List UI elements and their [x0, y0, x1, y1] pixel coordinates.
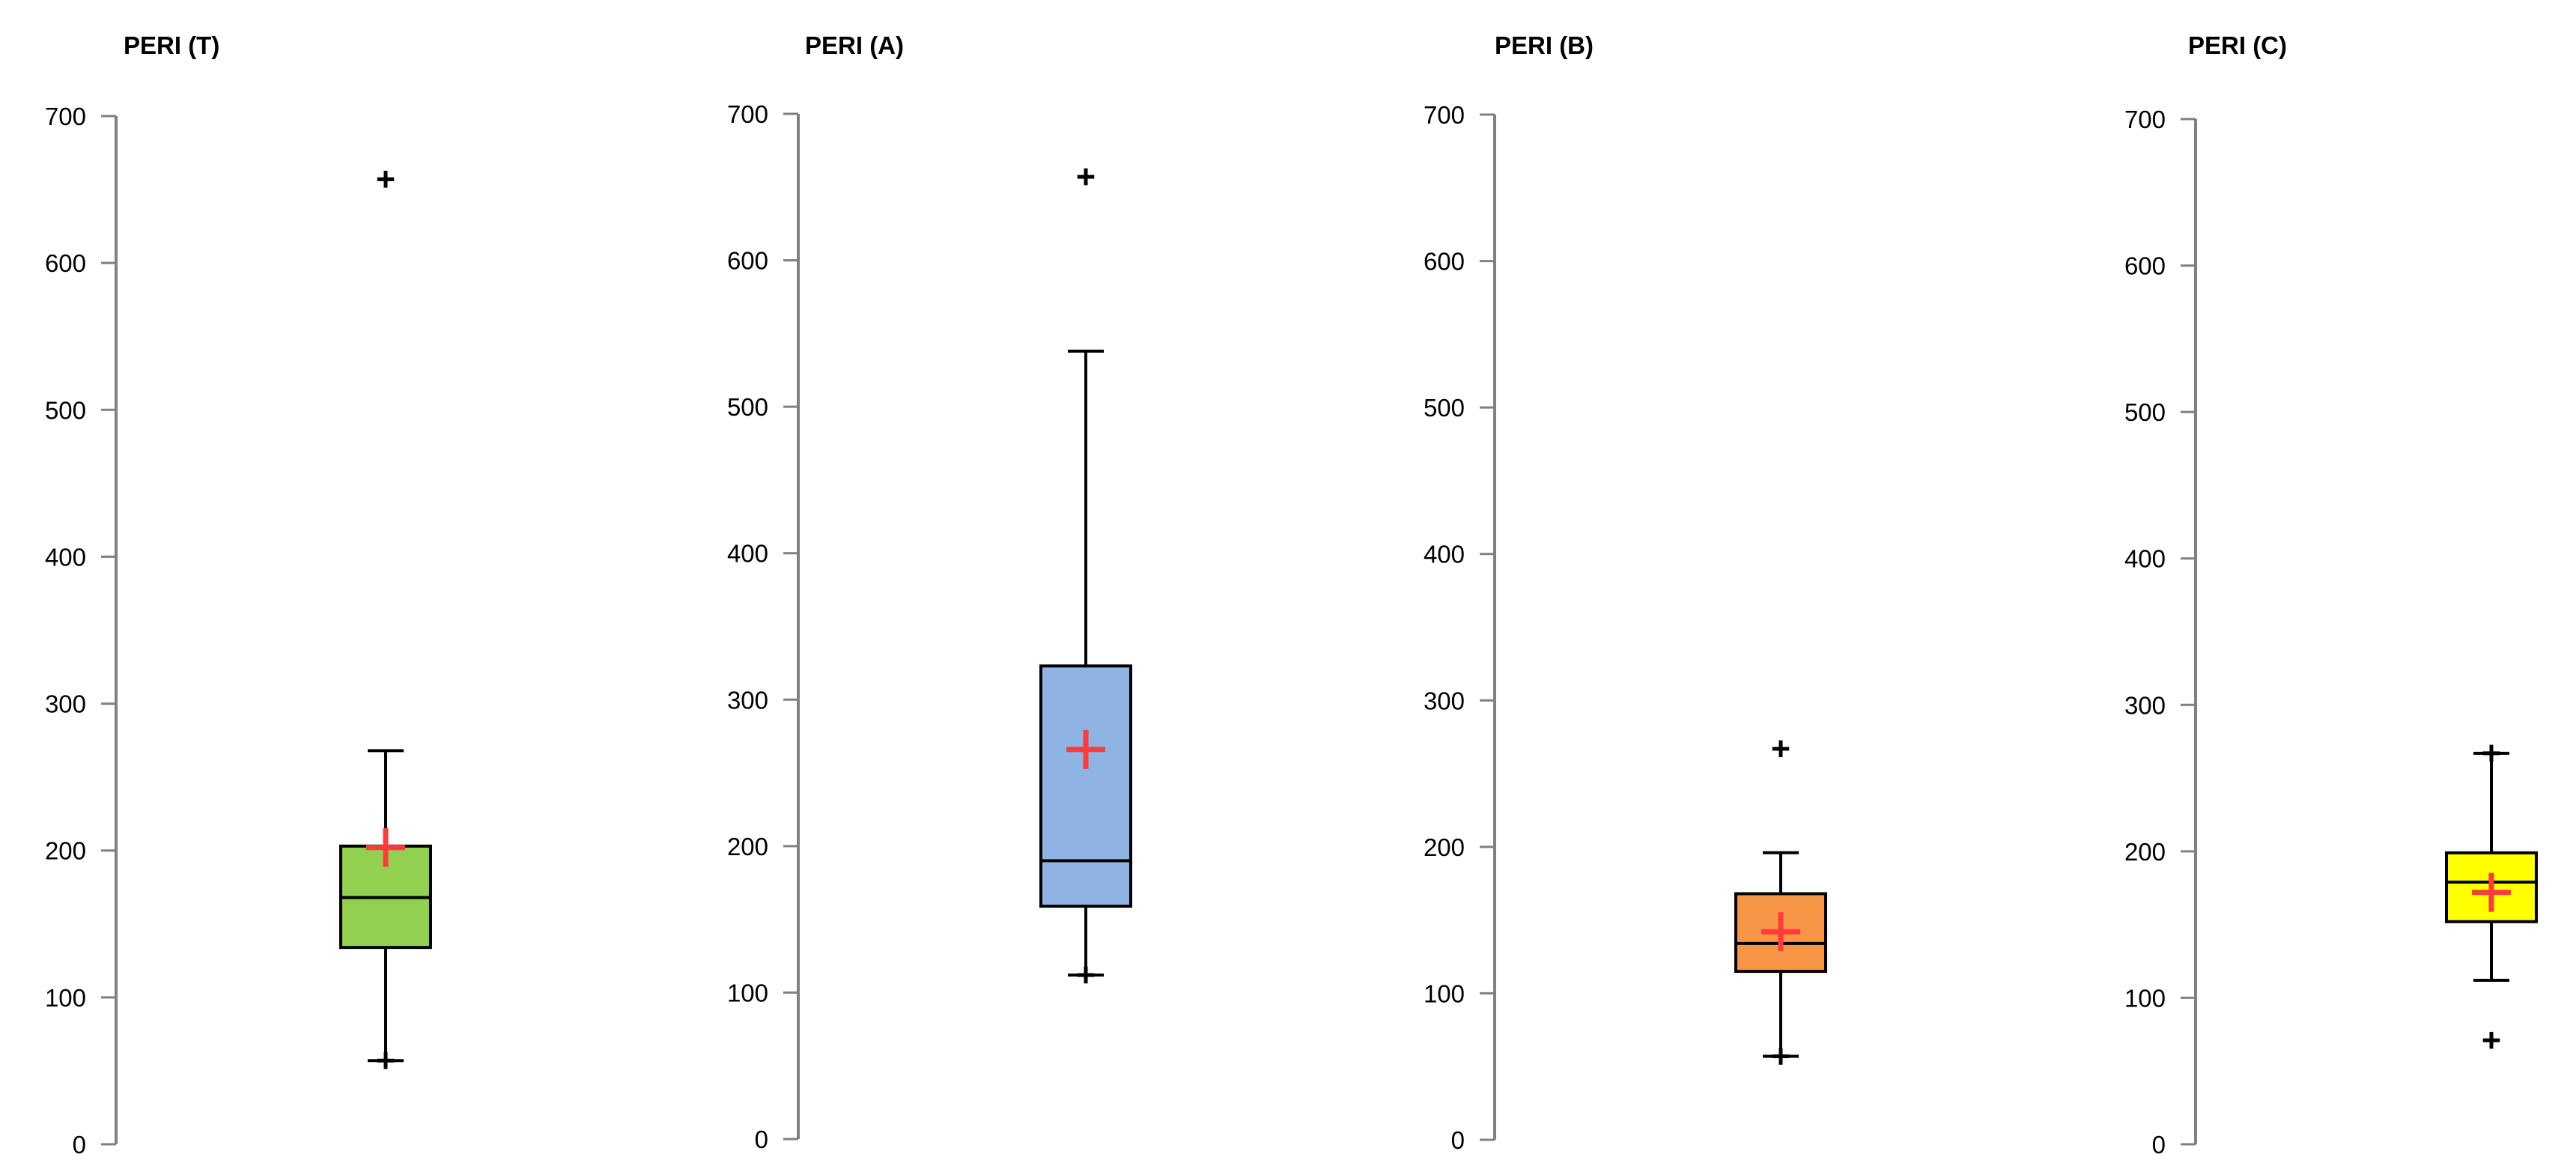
- chart-title: PERI (A): [805, 31, 904, 59]
- outlier-marker: [377, 171, 395, 188]
- outlier-marker: [1077, 966, 1095, 984]
- y-tick-label: 600: [45, 249, 86, 277]
- y-tick-label: 700: [727, 100, 768, 128]
- y-tick-label: 700: [1424, 101, 1465, 129]
- y-tick-label: 300: [2124, 691, 2166, 719]
- y-tick-label: 0: [2152, 1131, 2166, 1159]
- y-tick-label: 500: [727, 393, 768, 421]
- y-tick-label: 400: [45, 543, 86, 571]
- y-tick-label: 500: [2124, 398, 2166, 426]
- y-tick-label: 200: [2124, 838, 2166, 866]
- y-tick-label: 700: [2124, 106, 2166, 133]
- chart-panel-1: PERI (T) 0 100 200 300 400 500 600 700: [45, 31, 432, 1159]
- mean-marker: [2472, 872, 2511, 912]
- y-tick-label: 0: [755, 1126, 768, 1153]
- y-tick-label: 300: [727, 686, 768, 714]
- y-tick-label: 200: [727, 833, 768, 860]
- y-tick-label: 200: [1424, 834, 1465, 861]
- y-tick-label: 500: [1424, 394, 1465, 422]
- y-tick-label: 100: [2124, 984, 2166, 1012]
- chart-panel-4: PERI (C) 0 100 200 300 400 500 600 700: [2124, 31, 2538, 1159]
- mean-marker: [1066, 729, 1105, 769]
- mean-marker: [1761, 912, 1800, 952]
- y-tick-label: 500: [45, 396, 86, 424]
- outlier-marker: [1772, 1048, 1790, 1065]
- outlier-marker: [377, 1051, 395, 1069]
- y-tick-label: 100: [1424, 980, 1465, 1007]
- y-tick-label: 600: [1424, 248, 1465, 276]
- y-tick-label: 600: [727, 247, 768, 275]
- y-tick-label: 100: [727, 979, 768, 1006]
- chart-panel-3: PERI (B) 0 100 200 300 400 500 600 700: [1424, 31, 1827, 1154]
- outlier-marker: [2482, 1031, 2500, 1049]
- chart-panel-2: PERI (A) 0 100 200 300 400 500 600 700: [727, 31, 1132, 1153]
- y-tick-label: 300: [1424, 687, 1465, 714]
- chart-title: PERI (C): [2188, 31, 2287, 59]
- y-tick-label: 600: [2124, 252, 2166, 280]
- outlier-marker: [2482, 744, 2500, 762]
- y-tick-label: 0: [1451, 1126, 1465, 1154]
- y-tick-label: 400: [727, 540, 768, 568]
- chart-title: PERI (B): [1495, 31, 1594, 59]
- outlier-marker: [1772, 740, 1790, 758]
- y-tick-label: 400: [2124, 545, 2166, 573]
- mean-marker: [366, 828, 405, 867]
- outlier-marker: [1077, 168, 1095, 186]
- y-tick-label: 300: [45, 690, 86, 718]
- y-tick-label: 700: [45, 103, 86, 130]
- y-tick-label: 0: [73, 1131, 86, 1159]
- y-tick-label: 200: [45, 837, 86, 865]
- y-tick-label: 400: [1424, 541, 1465, 568]
- y-tick-label: 100: [45, 984, 86, 1012]
- chart-title: PERI (T): [124, 31, 219, 59]
- iqr-box: [1039, 664, 1132, 908]
